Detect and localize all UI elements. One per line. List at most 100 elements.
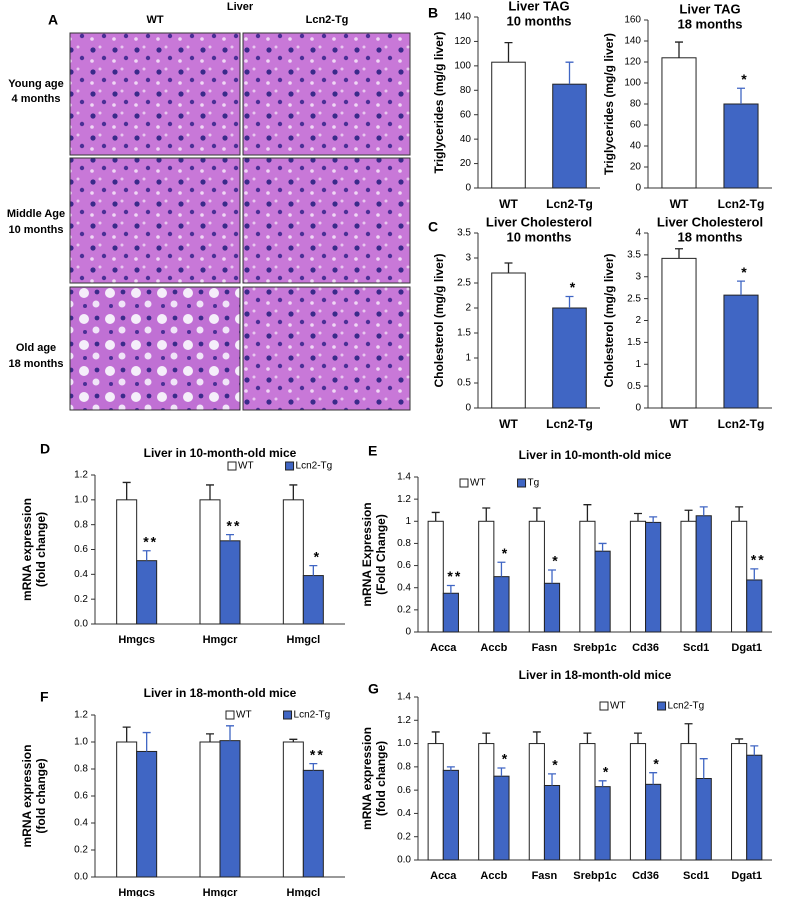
y-tick-label: 160 — [624, 15, 641, 26]
error-bar — [497, 561, 506, 577]
y-tick-label: 0.4 — [397, 808, 411, 819]
bar — [493, 775, 510, 861]
significance-label: ** — [310, 746, 325, 762]
y-tick-label: 2 — [635, 315, 641, 326]
significance-label: * — [314, 548, 321, 564]
y-tick-label: 80 — [630, 99, 642, 110]
x-tick-label: WT — [499, 197, 518, 211]
bar — [199, 741, 221, 878]
legend-swatch — [225, 710, 235, 720]
y-tick-label: 1.0 — [74, 494, 88, 505]
x-tick-label: WT — [670, 197, 689, 211]
panel-label: D — [40, 441, 50, 457]
error-bar — [583, 504, 592, 522]
error-bar — [684, 723, 693, 744]
bar — [493, 576, 510, 633]
significance-label: * — [502, 751, 509, 767]
bar — [695, 778, 712, 861]
error-bar — [226, 533, 234, 541]
row-label: 18 months — [8, 358, 63, 370]
y-tick-label: 0.5 — [627, 381, 641, 392]
significance-label: * — [653, 755, 660, 771]
x-tick-label: Lcn2-Tg — [546, 417, 593, 431]
bar — [116, 499, 138, 625]
error-bar — [446, 584, 455, 594]
error-bar — [142, 550, 151, 561]
y-tick-label: 120 — [624, 57, 641, 68]
error-bar — [633, 732, 642, 744]
y-tick-label: 0.4 — [397, 582, 411, 593]
y-tick-label: 20 — [460, 158, 472, 169]
error-bar — [675, 248, 683, 259]
y-axis-label: Cholesterol (mg/g liver) — [602, 253, 616, 387]
y-tick-label: 100 — [454, 60, 471, 71]
error-bar — [142, 731, 151, 752]
histology-image — [242, 157, 411, 284]
histology-images — [69, 32, 411, 411]
y-tick-label: 0.6 — [397, 785, 411, 796]
error-bar — [548, 569, 557, 584]
error-bar — [699, 506, 708, 516]
x-tick-label: Hmgcl — [287, 887, 321, 897]
y-axis-label: Triglycerides (mg/g liver) — [432, 31, 446, 173]
legend-label: Lcn2-Tg — [294, 710, 331, 721]
y-tick-label: 0.0 — [74, 619, 88, 630]
bar — [282, 499, 304, 625]
y-tick-label: 0 — [635, 403, 641, 414]
bar — [543, 582, 561, 633]
bar — [629, 520, 647, 633]
y-tick-label: 0.8 — [74, 519, 88, 530]
error-bar — [504, 42, 513, 63]
error-bar — [737, 280, 745, 296]
legend-label: WT — [470, 478, 486, 489]
bar — [731, 520, 748, 633]
y-axis-label: Cholesterol (mg/g liver) — [432, 253, 446, 387]
chart-title: Liver Cholesterol — [657, 214, 763, 229]
y-tick-label: 40 — [460, 134, 472, 145]
bar — [136, 750, 158, 878]
chart-title: Liver Cholesterol — [486, 214, 592, 229]
bar — [629, 743, 647, 861]
panel-title: Liver — [227, 1, 254, 13]
error-bar — [633, 512, 642, 522]
row-label: 10 months — [8, 224, 63, 236]
y-tick-label: 0 — [635, 183, 641, 194]
x-tick-label: Lcn2-Tg — [718, 417, 765, 431]
y-tick-label: 0.2 — [397, 831, 411, 842]
x-tick-label: Acca — [430, 642, 457, 654]
y-tick-label: 0.2 — [74, 594, 88, 605]
bar — [543, 784, 561, 861]
y-tick-label: 0.6 — [74, 791, 88, 802]
chart-subtitle: 10 months — [506, 229, 571, 244]
error-bar — [684, 509, 693, 522]
y-tick-label: 1.0 — [397, 738, 411, 749]
x-tick-label: Dgat1 — [731, 870, 762, 882]
y-tick-label: 0.4 — [74, 818, 88, 829]
y-tick-label: 100 — [624, 78, 641, 89]
error-bar — [504, 262, 513, 273]
error-bar — [206, 733, 214, 742]
y-tick-label: 80 — [460, 85, 472, 96]
significance-label: * — [741, 71, 748, 87]
panel-label: F — [40, 689, 49, 705]
chart-subtitle: 18 months — [677, 16, 742, 31]
error-bar — [675, 41, 683, 58]
y-tick-label: 0.6 — [397, 560, 411, 571]
bar — [661, 257, 697, 409]
y-tick-label: 2.5 — [627, 293, 641, 304]
x-tick-label: Lcn2-Tg — [718, 197, 765, 211]
bar — [552, 83, 587, 189]
y-tick-label: 120 — [454, 36, 471, 47]
chart-title: Liver in 10-month-old mice — [144, 446, 297, 460]
y-tick-label: 0 — [405, 627, 411, 638]
y-tick-label: 1 — [405, 516, 411, 527]
y-tick-label: 60 — [630, 120, 642, 131]
chart-subtitle: 18 months — [677, 229, 742, 244]
chart-title: Liver TAG — [679, 1, 740, 16]
x-tick-label: Hmgcr — [203, 887, 239, 897]
bar — [661, 57, 697, 189]
error-bar — [482, 732, 491, 744]
chart-subtitle: 10 months — [506, 13, 571, 28]
error-bar — [737, 87, 745, 104]
chart-title: Liver in 10-month-old mice — [519, 448, 672, 462]
